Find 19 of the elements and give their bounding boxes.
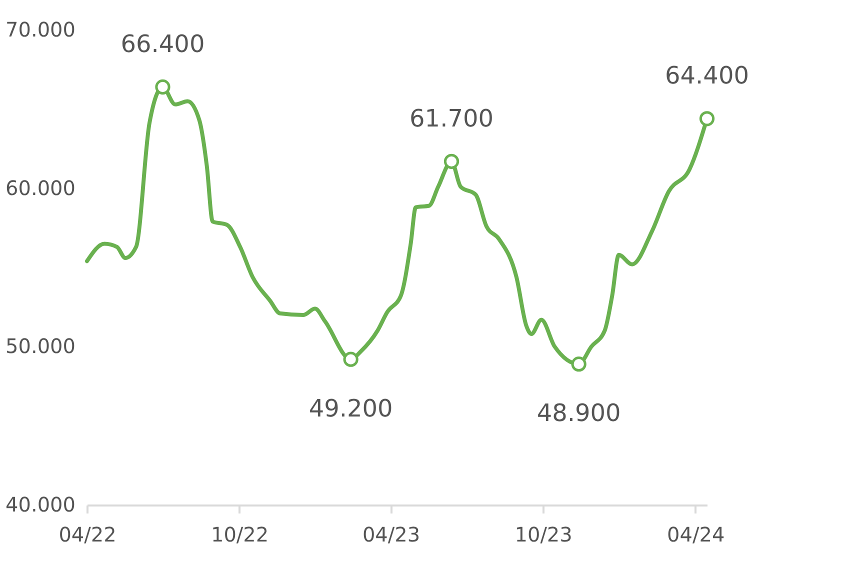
y-tick-label: 70.000: [6, 18, 76, 42]
y-tick-label: 40.000: [6, 492, 76, 516]
point: [444, 154, 460, 169]
data-label: 49.200: [308, 394, 393, 422]
x-tick-label: 10/22: [210, 522, 269, 546]
data-label: 66.400: [120, 30, 205, 58]
data-label: 61.700: [410, 104, 494, 132]
x-tick-label: 04/22: [58, 522, 116, 546]
x-tick-label: 04/24: [667, 522, 725, 546]
data-label: 48.900: [536, 399, 621, 428]
point: [155, 79, 170, 95]
point: [699, 111, 715, 126]
point: [571, 356, 586, 372]
x-tick-label: 04/23: [362, 522, 420, 546]
y-tick-label: 50.000: [6, 334, 76, 358]
y-tick-label: 60.000: [6, 176, 76, 200]
data-label: 64.400: [665, 62, 749, 90]
x-tick-label: 10/23: [514, 522, 572, 546]
point: [343, 352, 358, 367]
